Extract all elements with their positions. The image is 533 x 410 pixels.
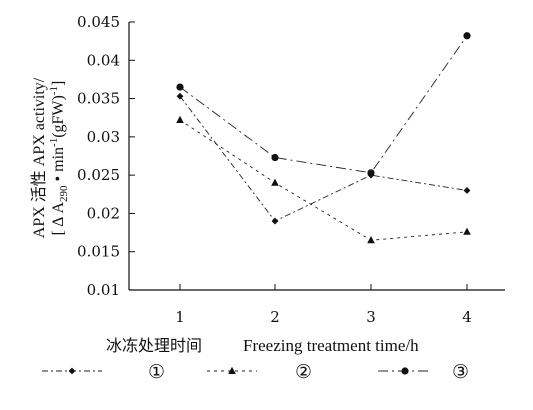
data-point [367,169,375,177]
data-point [176,92,184,100]
series-line [179,35,468,174]
y-axis-label-line2: [ Δ A290 • min-1(gFW)-1] [48,81,70,236]
data-point [463,227,471,235]
x-tick-label: 3 [366,308,376,326]
x-axis-label-zh: 冰冻处理时间 [106,336,202,355]
legend-label: ② [295,361,312,383]
data-point [271,178,279,186]
y-axis-label-line1: APX 活性 APX activity/ [30,77,48,238]
legend-item-3: ③ [378,361,469,383]
data-point [463,32,471,40]
y-tick-label: 0.03 [87,128,120,146]
y-tick-label: 0.01 [87,281,120,299]
y-axis-label: APX 活性 APX activity/ [ Δ A290 • min-1(gF… [30,77,70,238]
series-line [179,119,468,241]
data-point [176,115,184,124]
x-tick-label: 2 [270,308,280,326]
x-tick-label: 4 [462,308,472,326]
legend-item-1: ① [42,361,165,383]
legend-item-2: ② [207,361,312,383]
x-axis-label-en: Freezing treatment time/h [243,336,419,355]
legend-marker [68,367,76,375]
series-3 [176,32,471,177]
y-axis-ticks: 0.01 0.015 0.02 0.025 0.03 0.035 0.04 0.045 [77,13,135,299]
y-tick-label: 0.04 [87,51,120,69]
legend-marker [228,366,236,374]
data-point [463,187,471,194]
series-layer [176,32,471,244]
legend-label: ① [148,361,165,383]
y-tick-label: 0.025 [77,166,120,184]
y-tick-label: 0.035 [77,90,120,108]
legend-label: ③ [452,361,469,383]
y-tick-label: 0.02 [87,204,120,222]
data-point [367,236,375,244]
data-point [271,153,279,162]
series-2 [176,115,471,244]
y-tick-label: 0.045 [77,13,120,31]
data-point [176,83,184,91]
series-1 [176,92,471,225]
data-point [271,217,279,225]
y-tick-label: 0.015 [77,243,120,261]
legend: ① ② ③ [42,361,469,383]
x-axis-ticks: 1 2 3 4 [175,284,472,326]
legend-marker [401,367,409,375]
series-line [179,96,468,222]
x-tick-label: 1 [175,308,185,326]
